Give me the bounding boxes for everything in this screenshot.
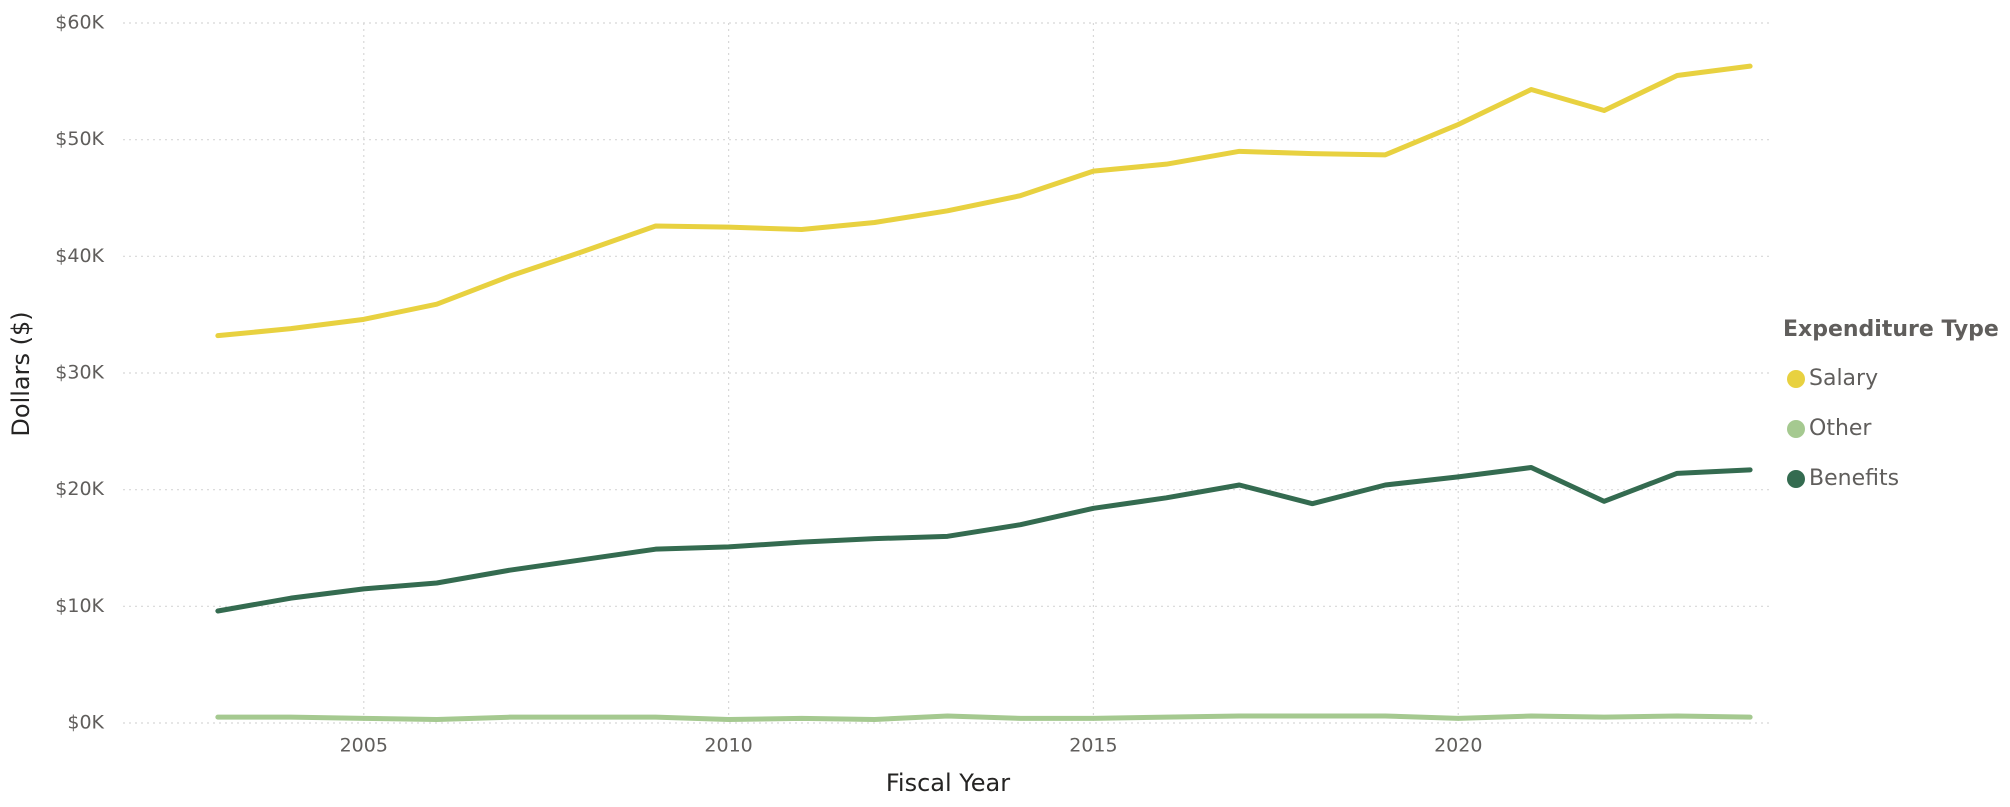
y-tick-label: $40K bbox=[55, 245, 104, 267]
series-line bbox=[215, 713, 1753, 722]
legend-title: Expenditure Type bbox=[1783, 317, 1999, 342]
y-tick-label: $60K bbox=[55, 12, 104, 34]
y-tick-label: $20K bbox=[55, 478, 104, 500]
x-tick-label: 2005 bbox=[340, 735, 388, 757]
legend-marker bbox=[1787, 420, 1805, 438]
series-line bbox=[215, 63, 1753, 339]
x-tick-label: 2010 bbox=[704, 735, 752, 757]
y-tick-label: $30K bbox=[55, 362, 104, 384]
x-tick-label: 2020 bbox=[1434, 735, 1482, 757]
legend-label: Benefits bbox=[1809, 466, 1899, 491]
x-axis-title: Fiscal Year bbox=[886, 769, 1010, 797]
y-tick-label: $50K bbox=[55, 128, 104, 150]
legend-marker bbox=[1787, 470, 1805, 488]
series-line bbox=[215, 465, 1753, 614]
y-tick-label: $10K bbox=[55, 595, 104, 617]
y-axis-title: Dollars ($) bbox=[7, 311, 35, 436]
legend-marker bbox=[1787, 370, 1805, 388]
legend-label: Other bbox=[1809, 416, 1872, 441]
y-tick-label: $0K bbox=[67, 712, 104, 734]
x-tick-label: 2015 bbox=[1069, 735, 1117, 757]
legend-label: Salary bbox=[1809, 366, 1878, 391]
